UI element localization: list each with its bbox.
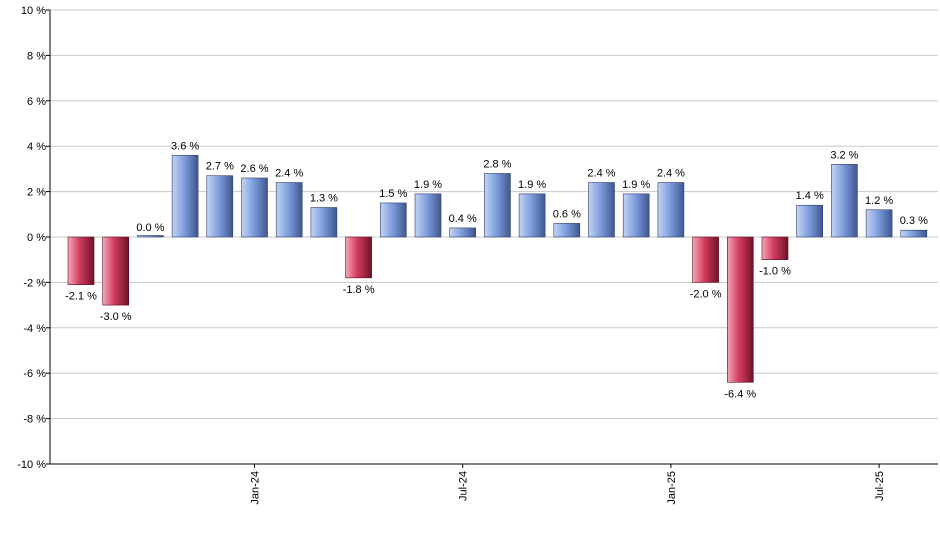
data-label: 1.2 % <box>865 195 893 207</box>
axes: 10 % 8 % 6 % 4 % 2 % 0 % -2 % -4 % -6 % -8 % -10 %… <box>17 5 938 505</box>
data-label: 1.5 % <box>379 188 407 200</box>
data-label: 0.6 % <box>553 208 581 220</box>
data-label: 3.2 % <box>830 149 858 161</box>
data-label: -2.1 % <box>65 291 97 303</box>
bar-positive <box>310 207 338 238</box>
data-label: 2.7 % <box>206 161 234 173</box>
bar-positive <box>865 209 893 238</box>
bar-positive <box>137 235 164 238</box>
bar-positive <box>241 177 268 238</box>
bar-negative <box>102 236 129 306</box>
data-label: 2.4 % <box>657 168 685 180</box>
y-tick-label: -4 % <box>23 323 46 335</box>
y-tick-label: 4 % <box>27 141 46 153</box>
bar-negative <box>726 236 754 383</box>
data-label: 0.3 % <box>900 215 928 227</box>
data-label: 3.6 % <box>171 140 199 152</box>
data-label: 2.4 % <box>587 168 615 180</box>
y-tick-label: 8 % <box>27 50 46 62</box>
data-label: 1.3 % <box>310 192 338 204</box>
bar-positive <box>518 193 546 238</box>
y-tick-label: 10 % <box>21 5 46 17</box>
data-label: 2.8 % <box>483 158 511 170</box>
data-label: -2.0 % <box>690 288 722 300</box>
data-label: 0.0 % <box>136 222 164 234</box>
bar-positive <box>831 164 858 238</box>
data-labels: -2.1 %-3.0 % 0.0 % 3.6 % 2.7 % 2.6 % 2.4 % 1.3… <box>65 140 928 400</box>
y-tick-label: -10 % <box>17 459 46 471</box>
data-label: 1.9 % <box>518 179 546 191</box>
y-tick-label: -2 % <box>23 277 46 289</box>
data-label: 1.9 % <box>622 179 650 191</box>
bar-positive <box>553 223 581 238</box>
y-tick-label: 0 % <box>27 232 46 244</box>
bar-positive <box>796 204 824 238</box>
x-tick-label: Jul-24 <box>458 471 470 501</box>
bar-negative <box>692 236 719 283</box>
bar-positive <box>622 193 650 238</box>
bar-positive <box>484 173 511 238</box>
bar-positive <box>414 193 442 238</box>
data-label: 2.4 % <box>275 168 303 180</box>
bar-negative <box>67 236 95 285</box>
x-tick-label: Jan-24 <box>250 471 262 505</box>
bars <box>67 154 928 383</box>
data-label: -6.4 % <box>724 388 756 400</box>
data-label: -3.0 % <box>100 311 132 323</box>
data-label: 1.4 % <box>796 190 824 202</box>
y-tick-label: -6 % <box>23 368 46 380</box>
y-tick-label: 2 % <box>27 187 46 199</box>
bar-positive <box>588 182 615 238</box>
data-label: -1.8 % <box>343 284 375 296</box>
y-tick-label: 6 % <box>27 96 46 108</box>
bar-positive <box>657 182 685 238</box>
bar-negative <box>761 236 789 261</box>
bar-positive <box>379 202 407 238</box>
data-label: 0.4 % <box>449 213 477 225</box>
bar-positive <box>206 175 234 238</box>
y-tick-label: -8 % <box>23 414 46 426</box>
bar-positive <box>275 182 303 238</box>
bar-positive <box>449 227 477 238</box>
data-label: 1.9 % <box>414 179 442 191</box>
bar-negative <box>345 236 372 279</box>
data-label: 2.6 % <box>240 163 268 175</box>
bar-positive <box>900 229 928 238</box>
data-label: -1.0 % <box>759 266 791 278</box>
x-tick-label: Jul-25 <box>874 471 886 501</box>
bar-positive <box>171 154 199 238</box>
x-tick-label: Jan-25 <box>666 471 678 505</box>
